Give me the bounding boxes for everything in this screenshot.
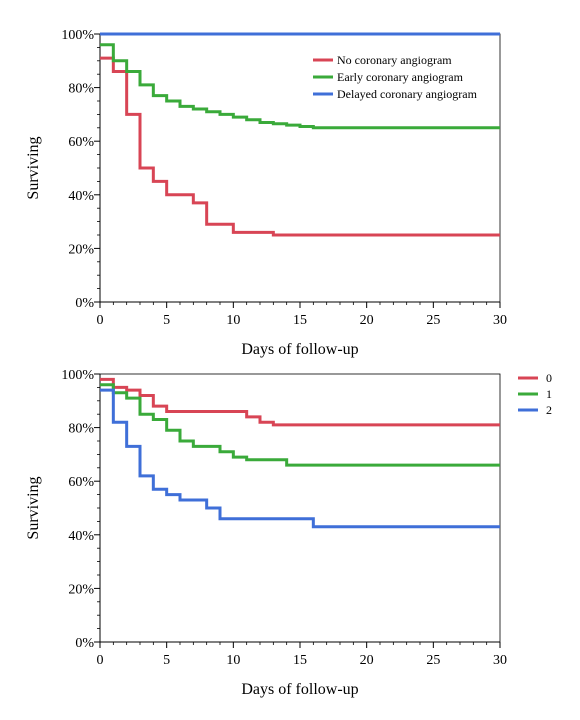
chart-bottom-series-line-1 <box>100 383 500 467</box>
chart-bottom-x-tick-label: 20 <box>360 653 374 668</box>
chart-top-y-tick-label: 40% <box>68 189 94 204</box>
chart-bottom-y-tick-labels: 0% 20% 40% 60% 80% 100% <box>61 368 94 651</box>
chart-top-legend-label-2: Delayed coronary angiogram <box>337 87 478 101</box>
chart-bottom-legend-label-2: 2 <box>546 403 552 417</box>
chart-bottom-x-tick-label: 15 <box>293 653 307 668</box>
chart-top-y-tick-label: 80% <box>68 82 94 97</box>
chart-top-x-tick-label: 10 <box>226 313 240 328</box>
chart-bottom-legend: 0 1 2 <box>518 371 552 417</box>
chart-top-x-tick-label: 5 <box>163 313 170 328</box>
chart-top-minor-ticks <box>97 47 488 305</box>
chart-bottom-y-tick-label: 0% <box>75 636 94 651</box>
chart-bottom-y-tick-label: 100% <box>61 368 94 383</box>
chart-top-y-tick-label: 100% <box>61 28 94 43</box>
chart-top-series-line-0 <box>100 56 500 237</box>
chart-top-y-axis-title: Surviving <box>25 136 42 199</box>
chart-bottom-y-tick-label: 20% <box>68 582 94 597</box>
chart-top-x-tick-label: 30 <box>493 313 507 328</box>
chart-bottom-y-tick-label: 60% <box>68 475 94 490</box>
chart-top-x-tick-label: 15 <box>293 313 307 328</box>
chart-top-y-tick-label: 60% <box>68 135 94 150</box>
chart-top-series-line-1 <box>100 43 500 130</box>
chart-top-y-tick-labels: 0% 20% 40% 60% 80% 100% <box>61 28 94 311</box>
chart-top-series <box>100 32 500 237</box>
chart-bottom-x-tick-label: 5 <box>163 653 170 668</box>
chart-bottom-major-ticks <box>94 373 501 648</box>
chart-bottom-series-line-2 <box>100 388 500 529</box>
chart-top-x-tick-label: 25 <box>426 313 440 328</box>
chart-top-x-axis-title: Days of follow-up <box>241 341 358 358</box>
chart-bottom-legend-label-0: 0 <box>546 371 552 385</box>
chart-top-legend: No coronary angiogram Early coronary angi… <box>313 53 478 101</box>
chart-top-y-tick-label: 20% <box>68 242 94 257</box>
chart-top-y-tick-label: 0% <box>75 296 94 311</box>
chart-bottom-series-line-0 <box>100 377 500 427</box>
chart-bottom-y-axis-title: Surviving <box>25 476 42 539</box>
chart-top: 0% 20% 40% 60% 80% 100% 0 5 10 15 20 25 30 Days of … <box>25 28 507 358</box>
chart-bottom-x-tick-label: 0 <box>97 653 104 668</box>
chart-bottom-x-tick-label: 10 <box>226 653 240 668</box>
chart-top-legend-label-1: Early coronary angiogram <box>337 70 464 84</box>
chart-top-legend-label-0: No coronary angiogram <box>337 53 452 67</box>
chart-bottom-series <box>100 377 500 529</box>
chart-bottom-y-tick-label: 80% <box>68 422 94 437</box>
chart-bottom-minor-ticks <box>97 386 488 645</box>
chart-top-x-tick-label: 0 <box>97 313 104 328</box>
chart-top-x-tick-label: 20 <box>360 313 374 328</box>
chart-bottom: 0%20%40%60%80%100% 0 5 10 15 20 25 30 Days of … <box>25 368 552 698</box>
chart-top-x-tick-labels: 0 5 10 15 20 25 30 <box>97 313 508 328</box>
chart-bottom-x-axis-title: Days of follow-up <box>241 681 358 698</box>
chart-top-major-ticks <box>94 33 501 308</box>
chart-bottom-y-tick-label: 40% <box>68 529 94 544</box>
chart-bottom-legend-label-1: 1 <box>546 387 552 401</box>
chart-bottom-x-tick-labels: 0 5 10 15 20 25 30 <box>97 653 508 668</box>
chart-bottom-plot-frame <box>99 373 501 643</box>
chart-bottom-x-tick-label: 30 <box>493 653 507 668</box>
chart-bottom-x-tick-label: 25 <box>426 653 440 668</box>
